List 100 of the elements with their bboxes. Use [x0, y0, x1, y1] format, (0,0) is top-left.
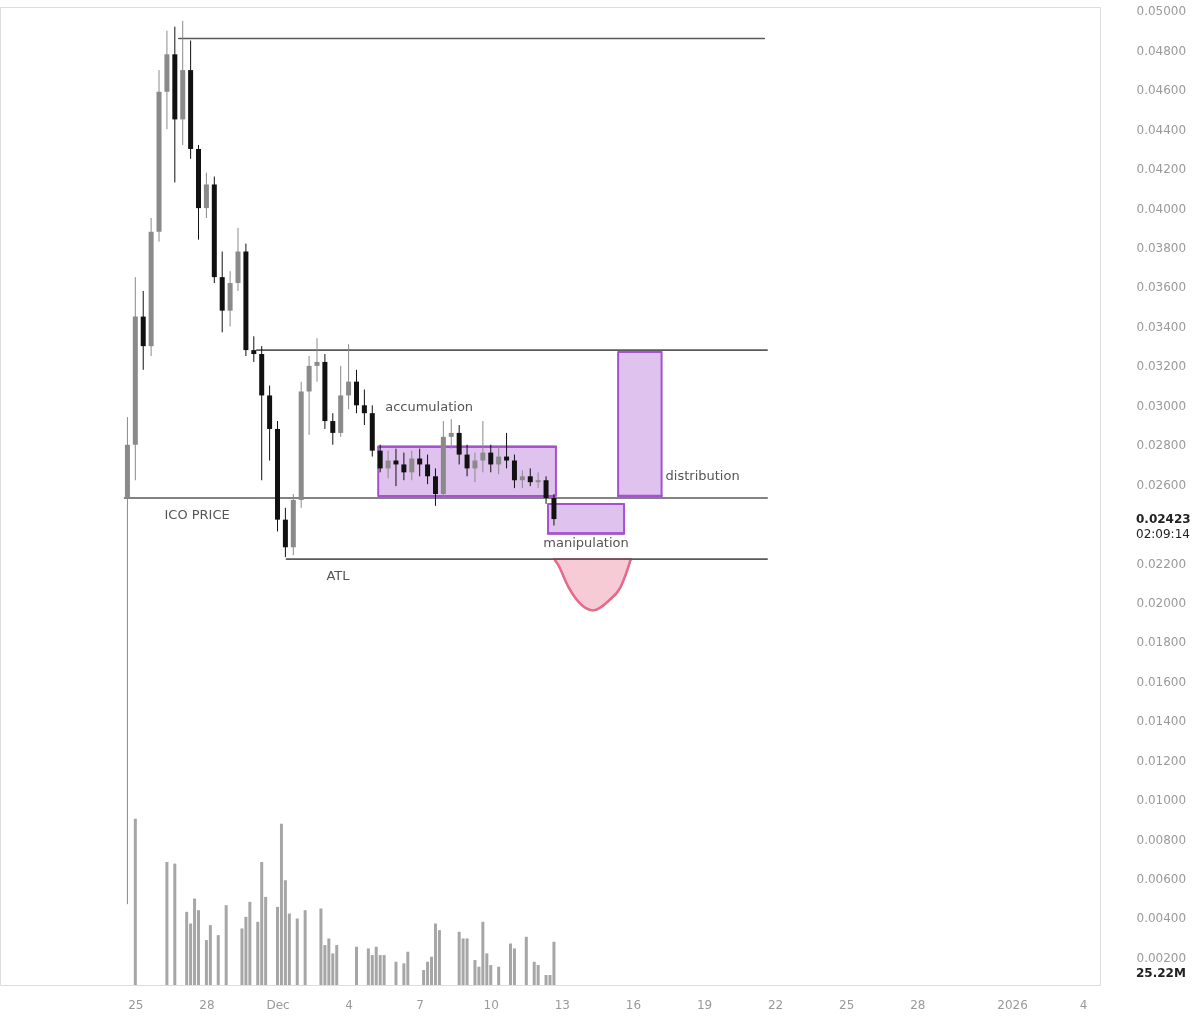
x-tick-label: 25 [839, 997, 855, 1012]
bar [173, 863, 177, 985]
series-label: ATL [326, 568, 351, 584]
y-tick-label: 0.04600 [1136, 83, 1187, 98]
series-label: distribution [665, 468, 740, 483]
x-tick-label: 28 [910, 997, 926, 1012]
bar [426, 961, 430, 985]
candlestick [496, 446, 502, 475]
bar [216, 935, 220, 985]
bar [224, 905, 228, 985]
x-tick-label: Dec [266, 997, 290, 1012]
bar [552, 941, 556, 985]
candlestick [401, 452, 407, 481]
bar [536, 965, 540, 985]
bar [208, 925, 212, 985]
candlestick [346, 343, 352, 410]
y-tick-label: 0.02200 [1136, 556, 1187, 571]
candlestick [425, 454, 431, 485]
candlestick [203, 172, 209, 219]
y-tick-label: 0.04000 [1136, 201, 1187, 216]
candlestick [432, 467, 438, 507]
x-tick-label: 25 [128, 997, 144, 1012]
y-tick-label: 0.00400 [1136, 911, 1187, 926]
bar [319, 908, 323, 985]
y-tick-label: 0.02800 [1136, 438, 1187, 453]
candlestick [314, 337, 320, 383]
bar [295, 918, 299, 985]
y-tick-label: 0.00600 [1136, 872, 1187, 887]
x-tick-label: 7 [416, 997, 424, 1012]
y-tick-label: 0.03000 [1136, 398, 1187, 413]
y-tick-label: 0.05000 [1136, 4, 1187, 19]
bar [457, 931, 461, 985]
y-tick-label: 0.01400 [1136, 714, 1187, 729]
bar [366, 948, 370, 985]
bar [303, 910, 307, 985]
y-tick-label: 0.01000 [1136, 793, 1187, 808]
bar [165, 861, 169, 985]
bar [481, 921, 485, 985]
bar [433, 923, 437, 985]
bar [465, 938, 469, 985]
candlestick [543, 475, 549, 505]
y-tick-label: 0.04400 [1136, 122, 1187, 137]
bar [327, 938, 331, 985]
candlestick [377, 444, 383, 473]
x-tick-label: 22 [767, 997, 784, 1012]
candlestick [251, 335, 257, 363]
x-tick-label: 4 [1079, 997, 1088, 1012]
bar [406, 951, 410, 985]
bar [374, 946, 378, 985]
text: 02:09:14 [1136, 527, 1190, 542]
y-tick-label: 0.02600 [1136, 477, 1187, 492]
y-tick-label: 0.02000 [1136, 595, 1187, 610]
bar [394, 961, 398, 985]
candlestick [464, 444, 470, 477]
bar [532, 961, 536, 985]
y-tick-label: 0.04200 [1136, 162, 1187, 177]
y-tick-label: 0.04800 [1136, 43, 1187, 58]
candlestick [488, 444, 494, 473]
bar [509, 943, 513, 985]
candlestick [124, 416, 130, 905]
candlestick [551, 493, 557, 527]
y-tick-label: 0.03400 [1136, 319, 1187, 334]
x-tick-label: 13 [554, 997, 570, 1012]
bar [524, 936, 528, 985]
bar [133, 818, 137, 985]
candlestick [409, 450, 415, 481]
text: 0.02423 [1136, 512, 1191, 527]
text: accumulation [385, 398, 474, 414]
bar [248, 901, 252, 985]
y-tick-label: 0.01600 [1136, 674, 1187, 689]
candlestick [456, 424, 462, 465]
y-tick-label: 0.03800 [1136, 241, 1187, 256]
y-tick-label: 0.00200 [1136, 950, 1187, 965]
bar [193, 898, 197, 985]
candlestick [330, 412, 336, 446]
bar [473, 960, 477, 985]
x-tick-label: 10 [483, 997, 499, 1012]
x-tick-label: 16 [625, 997, 642, 1012]
candlestick [385, 450, 391, 479]
series-label: ICO PRICE [164, 506, 230, 522]
candlestick [480, 420, 486, 473]
bar [497, 966, 501, 985]
y-tick-label: 0.03200 [1136, 359, 1187, 374]
bar [382, 955, 386, 985]
bar [354, 946, 358, 985]
bar [279, 823, 283, 985]
bar [544, 975, 548, 985]
y-tick-label: 0.03600 [1136, 280, 1187, 295]
x-tick-label: 28 [199, 997, 215, 1012]
candlestick [448, 418, 454, 450]
bar [260, 861, 264, 985]
text: 25.22M [1136, 966, 1186, 980]
x-tick-label: 2026 [997, 997, 1028, 1012]
y-tick-label: 0.00800 [1136, 832, 1187, 847]
candlestick [504, 432, 510, 469]
candlestick [511, 454, 517, 489]
y-tick-label: 0.01800 [1136, 635, 1187, 650]
candlestick [353, 369, 359, 414]
x-tick-label: 19 [696, 997, 713, 1012]
candlestick [472, 452, 478, 483]
